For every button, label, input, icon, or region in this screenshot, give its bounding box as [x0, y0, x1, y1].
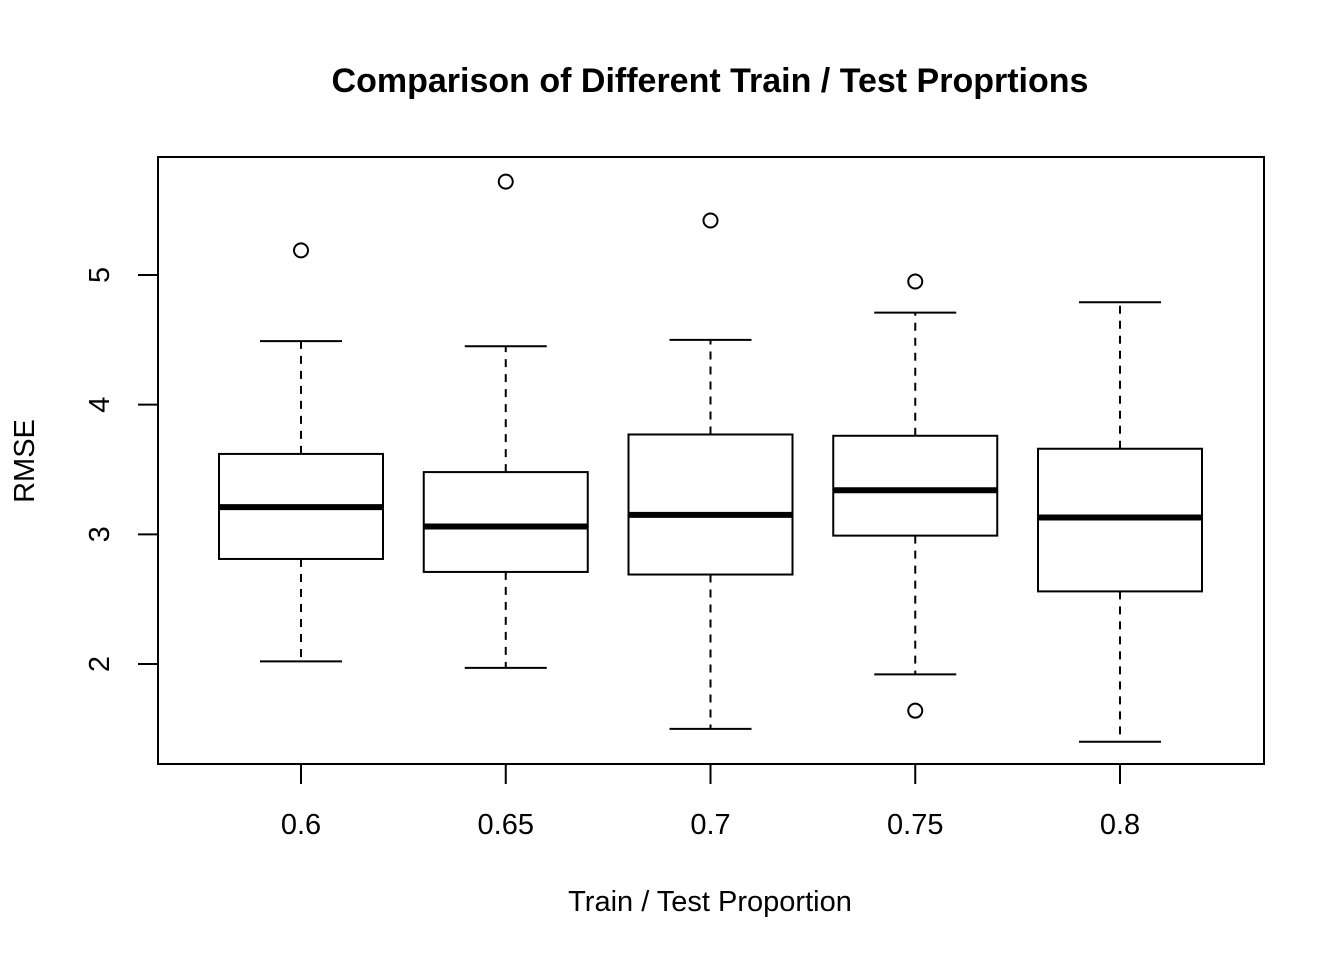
x-tick-label: 0.6 [281, 809, 321, 841]
box-group-0.6 [218, 242, 384, 663]
iqr-box [627, 433, 794, 576]
y-axis: 2 3 4 5 [84, 267, 158, 672]
x-axis-label: Train / Test Proportion [568, 886, 852, 918]
x-tick-label: 0.7 [690, 809, 730, 841]
x-tick-label: 0.75 [887, 809, 943, 841]
y-tick-label: 5 [84, 267, 116, 283]
x-axis: 0.6 0.65 0.7 0.75 0.8 [281, 764, 1140, 841]
chart-title: Comparison of Different Train / Test Pro… [332, 62, 1089, 100]
boxes-layer [218, 173, 1203, 743]
outlier-point [907, 273, 924, 290]
iqr-box [832, 434, 999, 537]
box-group-0.7 [627, 212, 794, 730]
box-group-0.75 [832, 273, 999, 719]
outlier-point [907, 702, 924, 719]
y-tick-label: 2 [84, 656, 116, 672]
y-axis-label: RMSE [9, 419, 41, 503]
iqr-box [422, 471, 589, 573]
outlier-point [497, 173, 514, 190]
box-group-0.8 [1037, 301, 1203, 743]
box-group-0.65 [422, 173, 589, 669]
x-tick-label: 0.65 [478, 809, 534, 841]
y-tick-label: 4 [84, 397, 116, 413]
outlier-point [293, 242, 309, 259]
outlier-point [702, 212, 719, 229]
x-tick-label: 0.8 [1100, 809, 1140, 841]
y-tick-label: 3 [84, 526, 116, 542]
